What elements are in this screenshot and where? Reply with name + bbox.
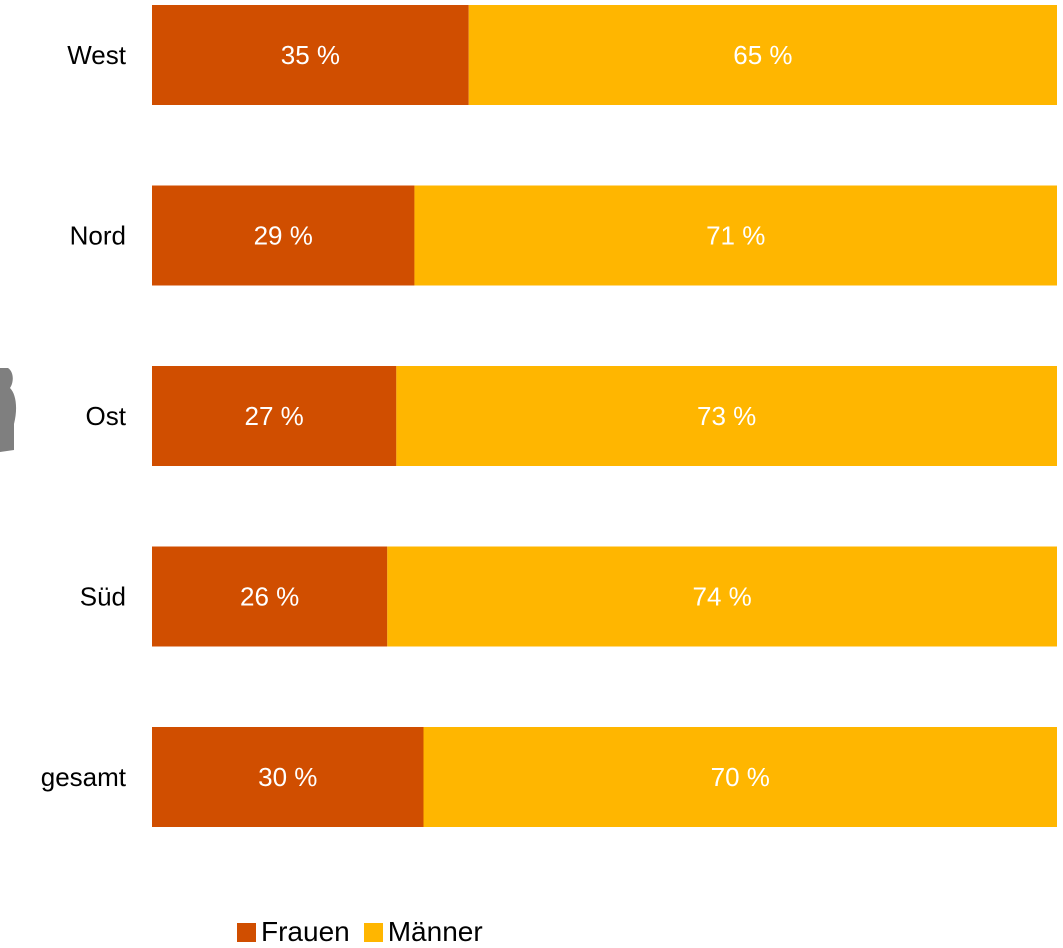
- data-label-maenner-nord: 71 %: [706, 221, 765, 251]
- data-label-maenner-gesamt: 70 %: [711, 762, 770, 792]
- bar-frauen-s-d: [152, 546, 388, 647]
- legend-label-maenner: Männer: [387, 916, 483, 947]
- legend: Frauen Männer: [237, 916, 497, 948]
- data-label-maenner-s-d: 74 %: [693, 582, 752, 612]
- category-label-s-d: Süd: [80, 582, 126, 612]
- category-label-west: West: [67, 40, 127, 70]
- category-label-gesamt: gesamt: [41, 762, 127, 792]
- bar-maenner-nord: [414, 185, 1057, 286]
- bar-frauen-nord: [152, 185, 415, 286]
- data-label-maenner-west: 65 %: [733, 40, 792, 70]
- legend-item-frauen: Frauen: [237, 916, 350, 948]
- bar-maenner-s-d: [387, 546, 1057, 647]
- legend-label-frauen: Frauen: [261, 916, 350, 947]
- bar-frauen-ost: [152, 366, 397, 466]
- bar-frauen-gesamt: [152, 727, 424, 827]
- bar-maenner-west: [468, 5, 1057, 105]
- bar-maenner-gesamt: [423, 727, 1057, 827]
- category-label-nord: Nord: [70, 221, 126, 251]
- data-label-frauen-nord: 29 %: [254, 221, 313, 251]
- person-silhouette-icon: [0, 368, 24, 463]
- legend-item-maenner: Männer: [363, 916, 483, 948]
- data-label-frauen-s-d: 26 %: [240, 582, 299, 612]
- legend-swatch-frauen: [237, 922, 256, 942]
- data-label-maenner-ost: 73 %: [697, 401, 756, 431]
- legend-swatch-maenner: [363, 922, 383, 942]
- bar-frauen-west: [152, 5, 469, 105]
- data-label-frauen-gesamt: 30 %: [258, 762, 317, 792]
- data-label-frauen-ost: 27 %: [245, 401, 304, 431]
- bar-maenner-ost: [396, 366, 1058, 466]
- category-label-ost: Ost: [86, 401, 127, 431]
- data-label-frauen-west: 35 %: [281, 40, 340, 70]
